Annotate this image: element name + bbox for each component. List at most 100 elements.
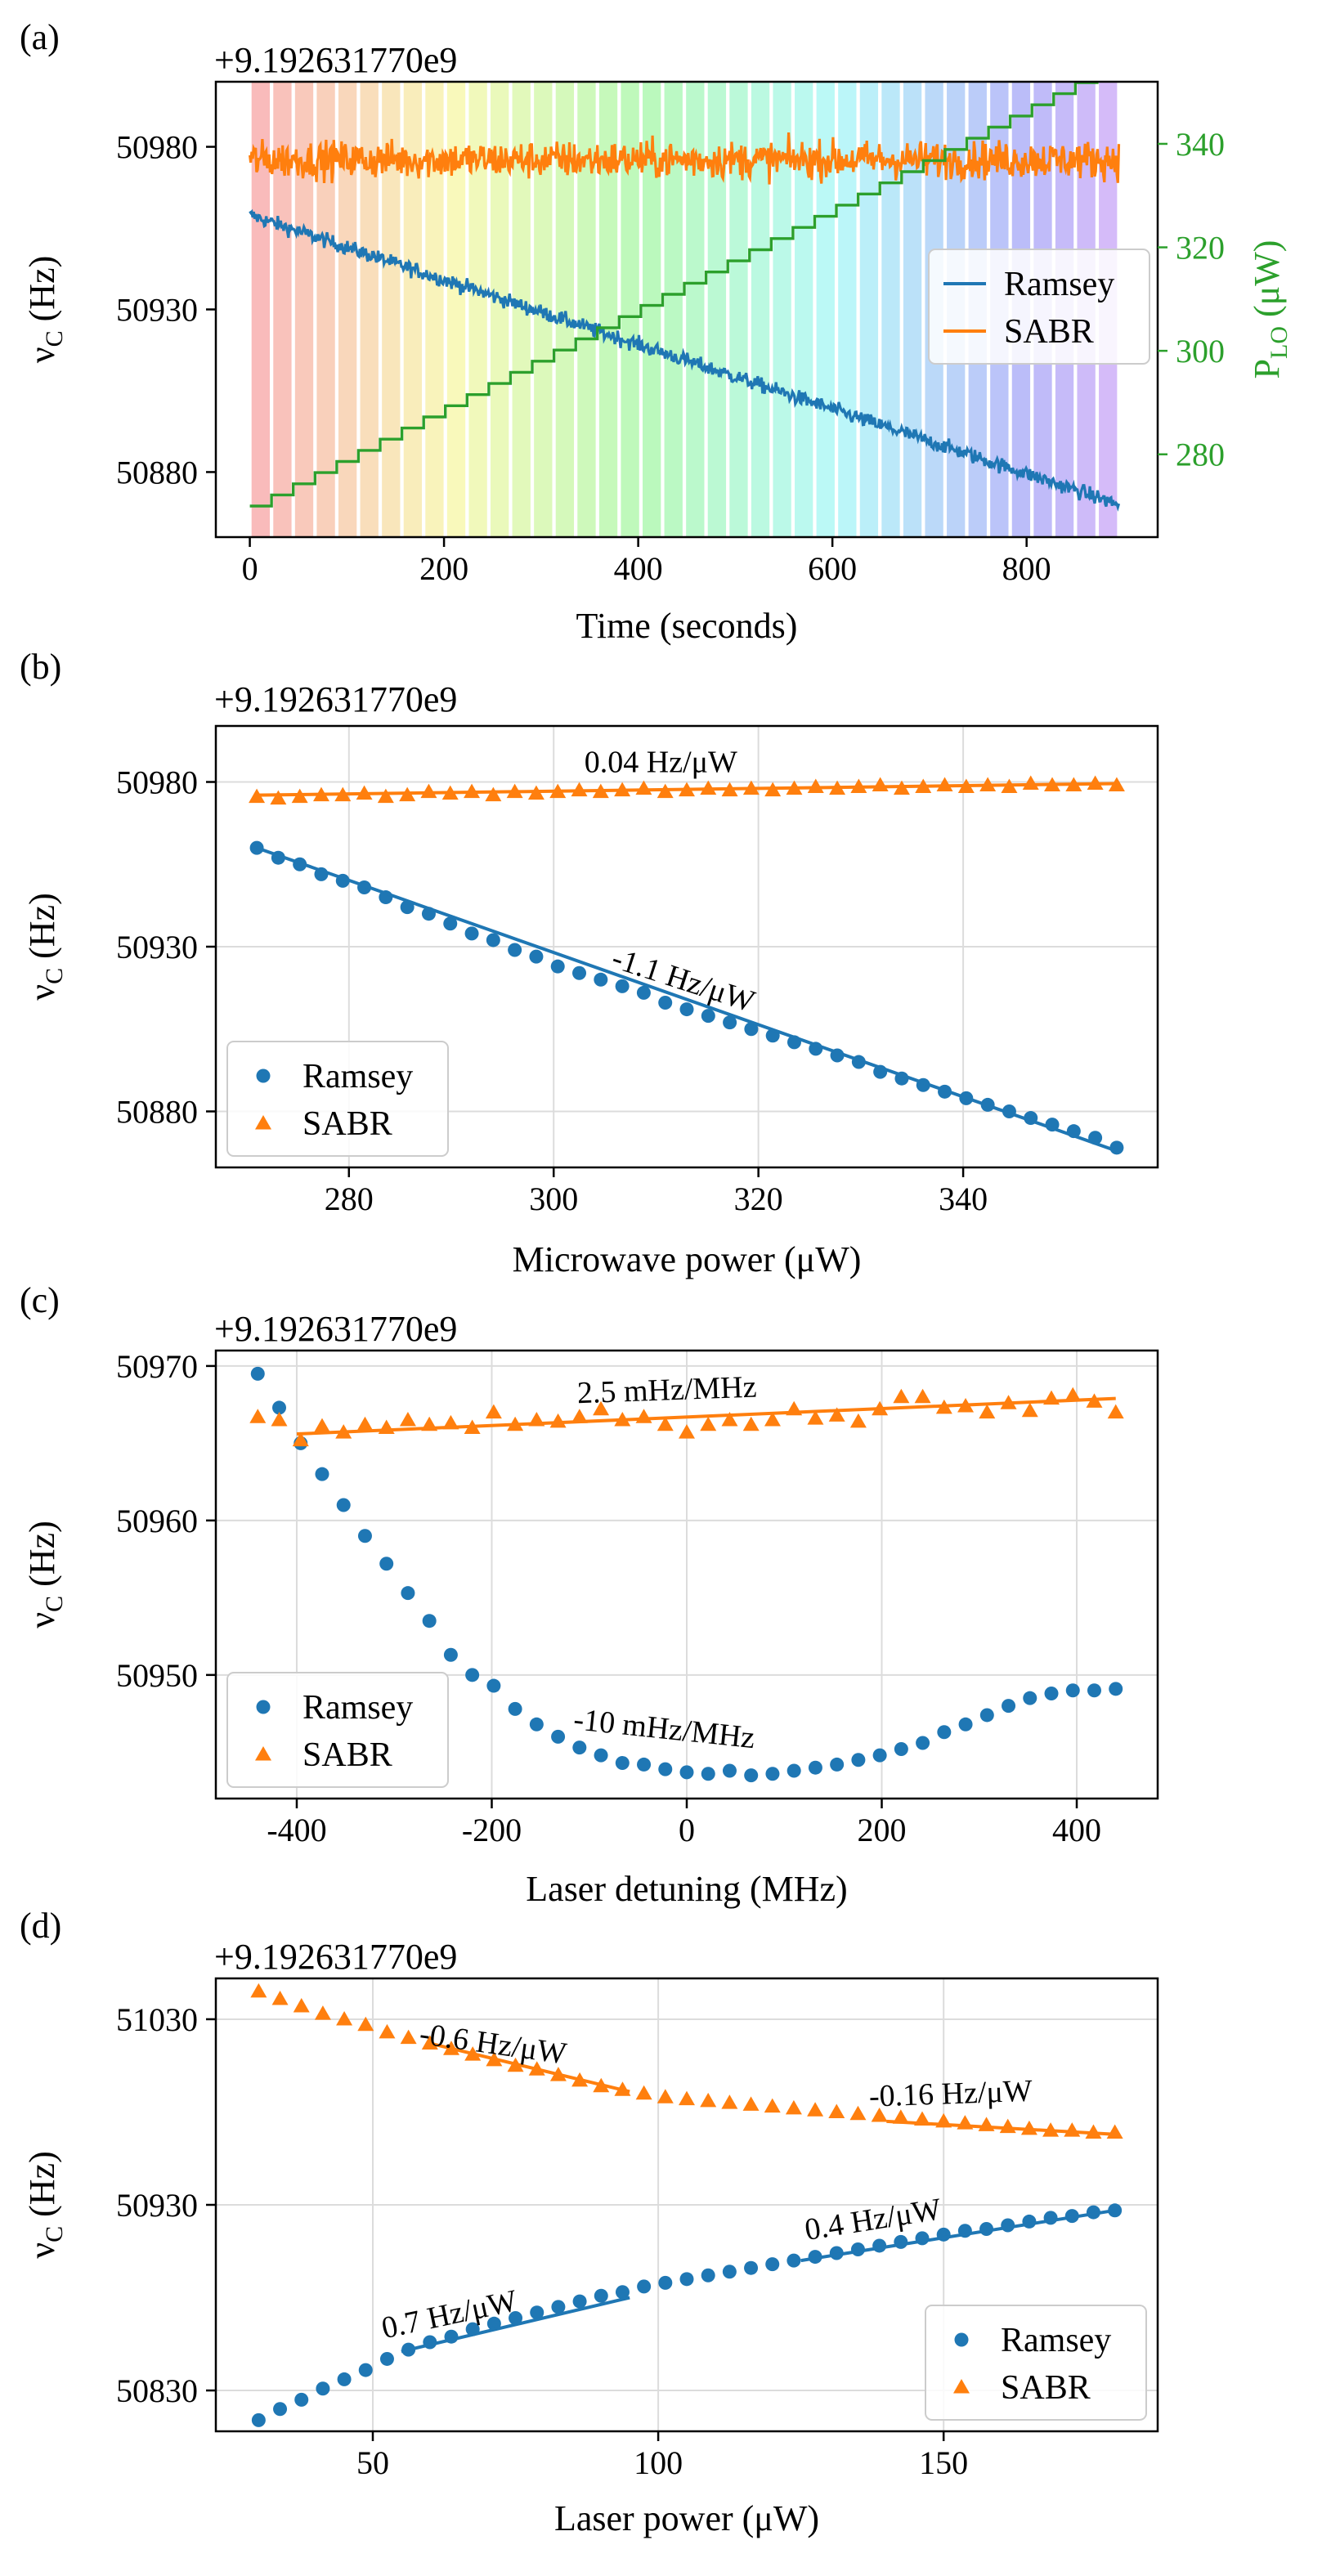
background-band bbox=[425, 82, 444, 537]
background-band bbox=[360, 82, 379, 537]
point-sabr bbox=[1021, 1402, 1038, 1418]
point-sabr bbox=[293, 1998, 310, 2013]
background-band bbox=[621, 82, 639, 537]
background-band bbox=[382, 82, 401, 537]
point-ramsey bbox=[744, 1022, 759, 1037]
point-sabr bbox=[807, 2102, 824, 2117]
panel-label: (b) bbox=[20, 647, 61, 687]
point-sabr bbox=[336, 2010, 353, 2026]
legend-box bbox=[928, 249, 1150, 365]
legend: Ramsey SABR bbox=[226, 1672, 449, 1788]
point-sabr bbox=[549, 1413, 567, 1428]
y-tick-label: 50830 bbox=[116, 2372, 198, 2409]
point-ramsey bbox=[508, 1701, 522, 1716]
background-band bbox=[555, 82, 575, 537]
point-sabr bbox=[313, 1418, 330, 1433]
x-axis-label: Laser power (μW) bbox=[554, 2498, 819, 2538]
point-ramsey bbox=[765, 2257, 780, 2272]
point-sabr bbox=[742, 1416, 760, 1431]
legend-label: Ramsey bbox=[1004, 266, 1114, 303]
offset-label: +9.192631770e9 bbox=[214, 1309, 457, 1349]
x-axis-label: Microwave power (μW) bbox=[513, 1239, 862, 1279]
point-ramsey bbox=[572, 2294, 587, 2309]
fit-line-sabr-fit-high bbox=[886, 2119, 1115, 2136]
point-ramsey bbox=[615, 1756, 630, 1771]
point-sabr bbox=[893, 1388, 910, 1404]
point-ramsey bbox=[658, 2275, 673, 2290]
point-ramsey bbox=[594, 2288, 608, 2303]
x-tick-label: 200 bbox=[419, 550, 468, 587]
background-band bbox=[686, 82, 705, 537]
point-ramsey bbox=[637, 1757, 652, 1772]
background-band bbox=[903, 82, 922, 537]
point-ramsey bbox=[979, 1708, 994, 1723]
y2-tick-label: 300 bbox=[1176, 333, 1225, 370]
point-sabr bbox=[742, 2096, 760, 2111]
point-ramsey bbox=[594, 1748, 608, 1763]
point-ramsey bbox=[508, 943, 522, 957]
offset-label: +9.192631770e9 bbox=[214, 679, 457, 719]
point-sabr bbox=[700, 1416, 717, 1431]
point-ramsey bbox=[615, 2285, 630, 2300]
point-sabr bbox=[679, 2090, 695, 2106]
point-sabr bbox=[1064, 1387, 1082, 1402]
background-band bbox=[816, 82, 835, 537]
slope-annotation: -10 mHz/MHz bbox=[572, 1702, 757, 1755]
point-sabr bbox=[872, 777, 889, 792]
background-band bbox=[795, 82, 813, 537]
point-ramsey bbox=[443, 1647, 458, 1662]
y2-tick-label: 280 bbox=[1176, 437, 1225, 473]
point-ramsey bbox=[679, 2272, 694, 2287]
point-ramsey bbox=[658, 996, 673, 1010]
legend-label: Ramsey bbox=[302, 1058, 413, 1095]
y-tick-label: 50980 bbox=[116, 129, 198, 166]
point-ramsey bbox=[636, 985, 651, 1000]
point-ramsey bbox=[465, 1668, 480, 1682]
legend: Ramsey SABR bbox=[928, 249, 1150, 365]
y-tick-label: 50980 bbox=[116, 764, 198, 801]
series-power-step bbox=[249, 82, 1099, 508]
background-band bbox=[273, 82, 292, 537]
slope-annotation: 2.5 mHz/MHz bbox=[576, 1370, 757, 1411]
background-band bbox=[577, 82, 596, 537]
point-ramsey bbox=[486, 933, 500, 948]
point-sabr bbox=[999, 2118, 1016, 2134]
y-axis-label: νC (Hz) bbox=[22, 2151, 68, 2259]
y-tick-label: 50880 bbox=[116, 454, 198, 491]
point-ramsey bbox=[250, 1366, 265, 1381]
fit-line-ramsey-fit-low bbox=[401, 2296, 630, 2354]
point-sabr bbox=[785, 2099, 802, 2115]
background-band bbox=[838, 82, 857, 537]
legend-label: SABR bbox=[1001, 2369, 1091, 2407]
legend-swatch-sabr bbox=[255, 1746, 271, 1761]
point-ramsey bbox=[316, 2381, 330, 2396]
point-sabr bbox=[721, 1412, 738, 1427]
point-ramsey bbox=[1087, 1683, 1101, 1698]
x-tick-label: 0 bbox=[679, 1812, 695, 1848]
point-ramsey bbox=[529, 1717, 544, 1732]
point-sabr bbox=[979, 1404, 996, 1419]
legend-swatch-ramsey bbox=[256, 1700, 271, 1714]
point-sabr bbox=[721, 2094, 738, 2109]
x-tick-label: 300 bbox=[529, 1180, 578, 1217]
point-ramsey bbox=[551, 2300, 566, 2314]
point-ramsey bbox=[294, 2392, 309, 2407]
point-ramsey bbox=[337, 2372, 352, 2386]
background-band bbox=[751, 82, 770, 537]
point-ramsey bbox=[251, 2412, 266, 2427]
point-ramsey bbox=[937, 1725, 952, 1740]
legend-box bbox=[226, 1041, 449, 1157]
point-sabr bbox=[314, 2005, 331, 2020]
x-tick-label: 0 bbox=[242, 550, 258, 587]
point-ramsey bbox=[530, 2305, 544, 2320]
point-sabr bbox=[270, 790, 287, 805]
point-sabr bbox=[1106, 2124, 1123, 2139]
point-ramsey bbox=[701, 2268, 715, 2283]
point-ramsey bbox=[572, 1740, 587, 1755]
point-sabr bbox=[420, 783, 437, 799]
point-ramsey bbox=[851, 1753, 866, 1767]
point-sabr bbox=[400, 2029, 417, 2045]
point-ramsey bbox=[615, 979, 630, 993]
point-ramsey bbox=[786, 2253, 801, 2268]
point-ramsey bbox=[830, 1757, 845, 1772]
